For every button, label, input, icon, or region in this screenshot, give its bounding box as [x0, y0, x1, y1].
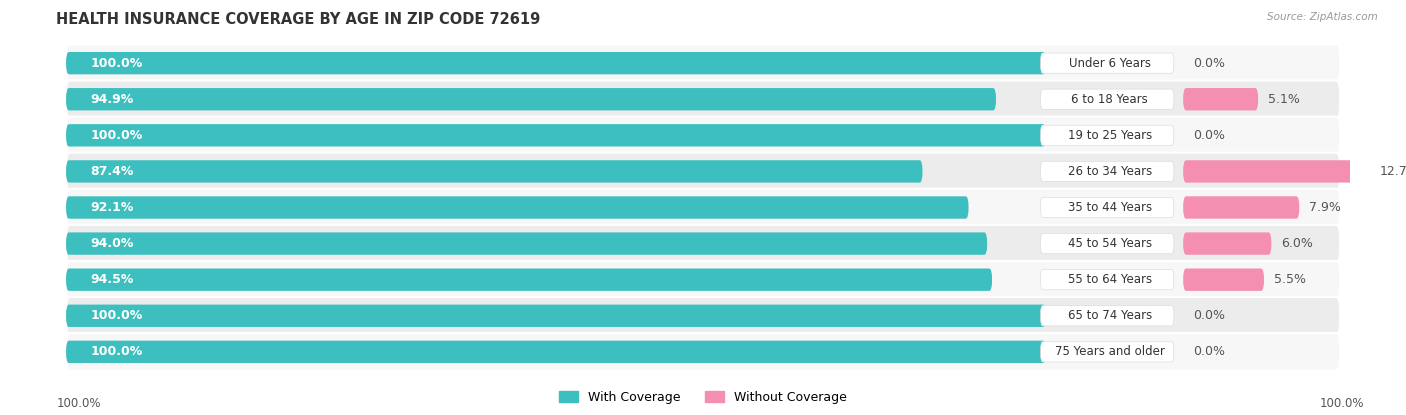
FancyBboxPatch shape: [66, 44, 1340, 82]
Text: Source: ZipAtlas.com: Source: ZipAtlas.com: [1267, 12, 1378, 22]
Text: HEALTH INSURANCE COVERAGE BY AGE IN ZIP CODE 72619: HEALTH INSURANCE COVERAGE BY AGE IN ZIP …: [56, 12, 540, 27]
FancyBboxPatch shape: [66, 333, 1340, 371]
FancyBboxPatch shape: [66, 52, 1046, 74]
FancyBboxPatch shape: [66, 196, 969, 219]
FancyBboxPatch shape: [66, 153, 1340, 190]
FancyBboxPatch shape: [1040, 270, 1174, 290]
Text: 35 to 44 Years: 35 to 44 Years: [1067, 201, 1152, 214]
Text: 0.0%: 0.0%: [1192, 57, 1225, 70]
Text: 87.4%: 87.4%: [90, 165, 134, 178]
Text: 5.5%: 5.5%: [1274, 273, 1306, 286]
Text: 100.0%: 100.0%: [90, 57, 143, 70]
FancyBboxPatch shape: [66, 269, 993, 291]
FancyBboxPatch shape: [1040, 234, 1174, 254]
FancyBboxPatch shape: [66, 160, 922, 183]
FancyBboxPatch shape: [1040, 89, 1174, 109]
FancyBboxPatch shape: [1184, 269, 1264, 291]
FancyBboxPatch shape: [1040, 53, 1174, 73]
Text: 6.0%: 6.0%: [1281, 237, 1313, 250]
FancyBboxPatch shape: [66, 189, 1340, 226]
FancyBboxPatch shape: [1184, 232, 1271, 255]
Text: 0.0%: 0.0%: [1192, 309, 1225, 322]
Text: 100.0%: 100.0%: [90, 129, 143, 142]
FancyBboxPatch shape: [1040, 342, 1174, 362]
Legend: With Coverage, Without Coverage: With Coverage, Without Coverage: [554, 386, 852, 409]
Text: 0.0%: 0.0%: [1192, 129, 1225, 142]
Text: 94.0%: 94.0%: [90, 237, 134, 250]
Text: 12.7%: 12.7%: [1379, 165, 1406, 178]
Text: 75 Years and older: 75 Years and older: [1054, 345, 1164, 358]
Text: 92.1%: 92.1%: [90, 201, 134, 214]
FancyBboxPatch shape: [1184, 160, 1369, 183]
Text: 26 to 34 Years: 26 to 34 Years: [1067, 165, 1152, 178]
FancyBboxPatch shape: [66, 232, 987, 255]
FancyBboxPatch shape: [66, 225, 1340, 262]
FancyBboxPatch shape: [1040, 306, 1174, 326]
FancyBboxPatch shape: [1184, 88, 1258, 110]
FancyBboxPatch shape: [66, 261, 1340, 298]
FancyBboxPatch shape: [1184, 196, 1299, 219]
Text: 100.0%: 100.0%: [1319, 397, 1364, 410]
FancyBboxPatch shape: [66, 341, 1046, 363]
Text: 7.9%: 7.9%: [1309, 201, 1341, 214]
FancyBboxPatch shape: [1040, 161, 1174, 181]
Text: 5.1%: 5.1%: [1268, 93, 1299, 106]
Text: Under 6 Years: Under 6 Years: [1069, 57, 1150, 70]
FancyBboxPatch shape: [66, 124, 1046, 146]
Text: 65 to 74 Years: 65 to 74 Years: [1067, 309, 1152, 322]
Text: 6 to 18 Years: 6 to 18 Years: [1071, 93, 1149, 106]
FancyBboxPatch shape: [1040, 125, 1174, 145]
Text: 100.0%: 100.0%: [90, 345, 143, 358]
Text: 45 to 54 Years: 45 to 54 Years: [1067, 237, 1152, 250]
Text: 19 to 25 Years: 19 to 25 Years: [1067, 129, 1152, 142]
Text: 94.5%: 94.5%: [90, 273, 134, 286]
Text: 100.0%: 100.0%: [90, 309, 143, 322]
FancyBboxPatch shape: [66, 305, 1046, 327]
Text: 94.9%: 94.9%: [90, 93, 134, 106]
FancyBboxPatch shape: [66, 88, 995, 110]
Text: 100.0%: 100.0%: [56, 397, 101, 410]
Text: 0.0%: 0.0%: [1192, 345, 1225, 358]
FancyBboxPatch shape: [66, 297, 1340, 334]
FancyBboxPatch shape: [1040, 198, 1174, 217]
Text: 55 to 64 Years: 55 to 64 Years: [1067, 273, 1152, 286]
FancyBboxPatch shape: [66, 117, 1340, 154]
FancyBboxPatch shape: [66, 81, 1340, 118]
